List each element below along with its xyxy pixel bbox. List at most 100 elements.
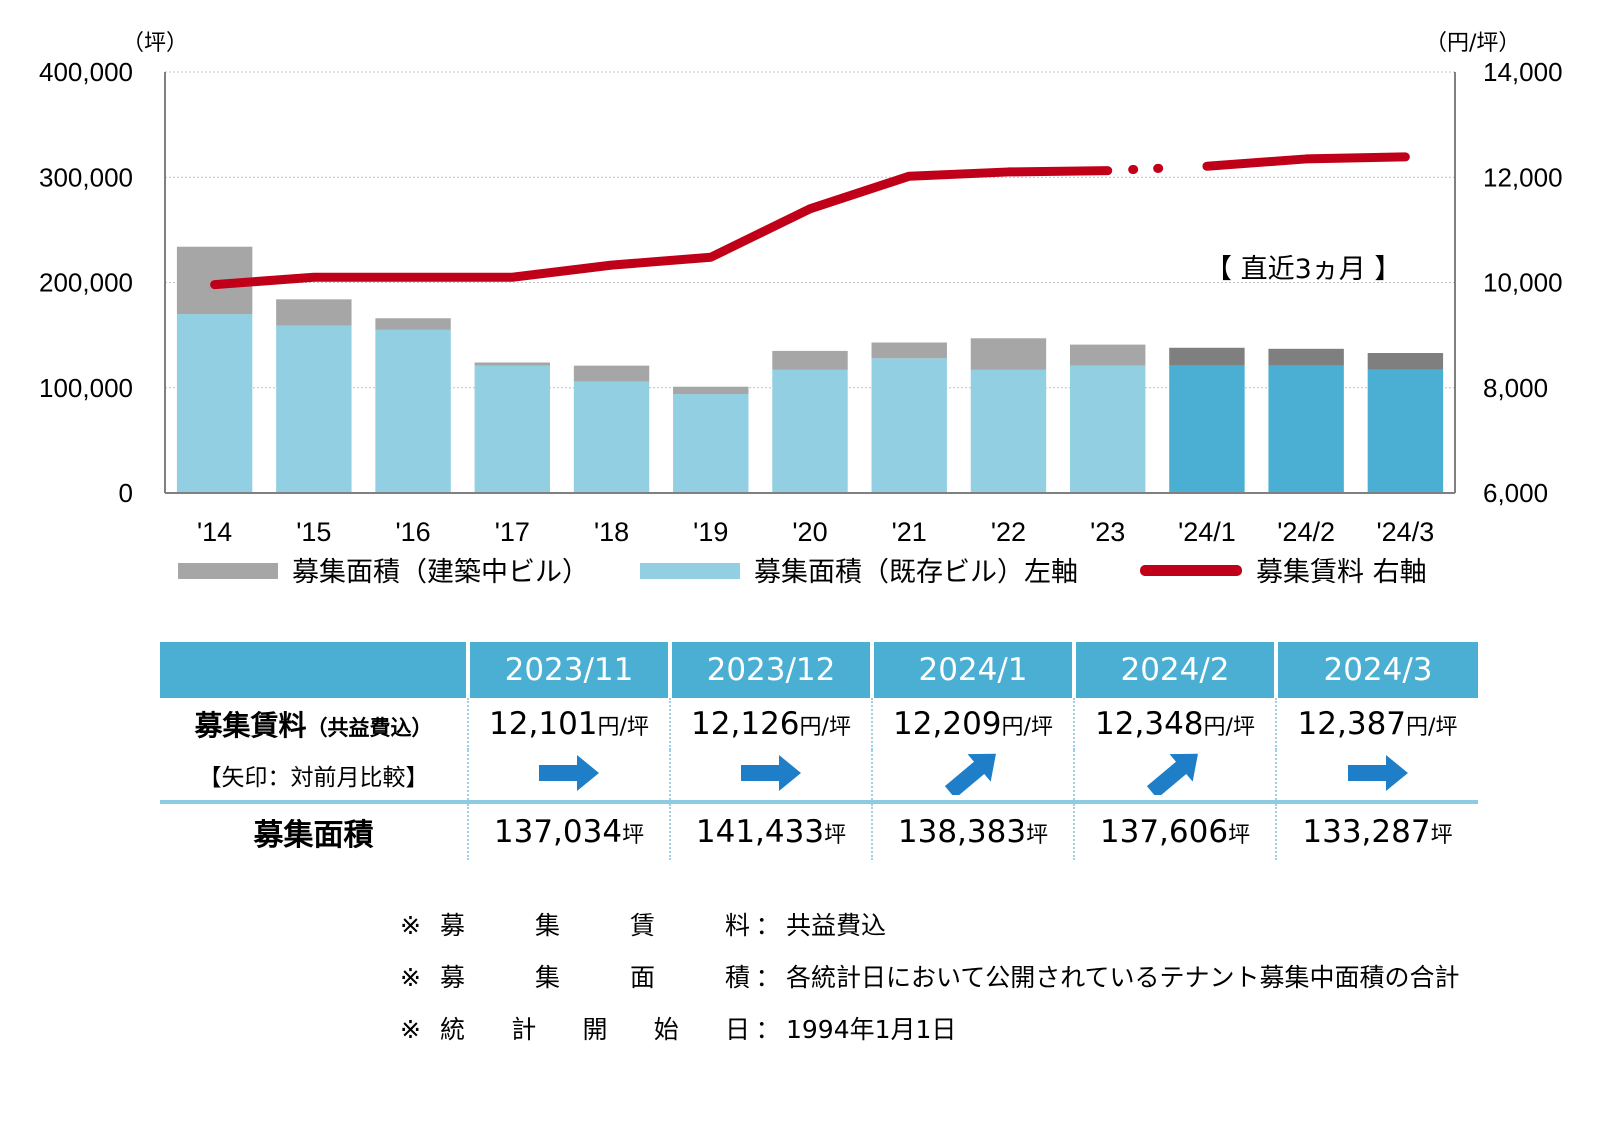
header-month: 2024/2 bbox=[1074, 642, 1278, 698]
area-value-cell: 141,433坪 bbox=[669, 800, 872, 860]
rent-line bbox=[210, 152, 1410, 290]
rent-value-cell: 12,348円/坪 bbox=[1073, 698, 1276, 750]
rent-line-recent bbox=[1202, 152, 1410, 171]
table-header-row: 2023/11 2023/12 2024/1 2024/2 2024/3 bbox=[160, 642, 1478, 698]
area-value-cell: 133,287坪 bbox=[1275, 800, 1478, 860]
note-key-char: 賃 bbox=[629, 911, 655, 940]
left-tick-label: 200,000 bbox=[39, 268, 133, 298]
note-key-char: 料 bbox=[724, 911, 750, 940]
rent-row: 募集賃料（共益費込） 12,101円/坪 12,126円/坪 12,209円/坪… bbox=[160, 698, 1478, 750]
area-unit: 坪 bbox=[824, 823, 847, 848]
note-separator: ： bbox=[755, 1015, 781, 1044]
note-key-char: 積 bbox=[724, 963, 750, 992]
bar-existing bbox=[772, 369, 848, 493]
bar-construction bbox=[375, 318, 451, 330]
area-label-cell: 募集面積 bbox=[160, 800, 468, 860]
bar-construction bbox=[673, 386, 749, 395]
bar-construction bbox=[474, 362, 551, 366]
header-month: 2023/12 bbox=[670, 642, 874, 698]
rent-value-cell: 12,387円/坪 bbox=[1275, 698, 1478, 750]
bar-construction bbox=[573, 365, 650, 382]
legend-swatch bbox=[178, 563, 278, 579]
rent-unit: 円/坪 bbox=[1001, 715, 1053, 740]
right-tick-label: 12,000 bbox=[1483, 162, 1563, 192]
x-tick-label: '24/1 bbox=[1178, 517, 1236, 547]
note-key: 募集賃料 bbox=[440, 900, 750, 952]
note-key: 募集面積 bbox=[440, 952, 750, 1004]
note-row: ※ 募 集 賃 料：共益費込 bbox=[400, 900, 1460, 952]
arrow-shape bbox=[944, 753, 996, 799]
note-key-char: 面 bbox=[629, 963, 655, 992]
arrow-cell bbox=[871, 750, 1074, 802]
rent-unit: 円/坪 bbox=[799, 715, 851, 740]
x-tick-label: '22 bbox=[991, 517, 1026, 547]
note-mark: ※ bbox=[400, 911, 421, 940]
arrow-cell bbox=[467, 750, 670, 802]
arrow-shape bbox=[741, 755, 801, 791]
x-tick-label: '23 bbox=[1090, 517, 1125, 547]
legend-label: 募集面積（建築中ビル） bbox=[292, 557, 589, 588]
arrow-cell bbox=[1073, 750, 1276, 802]
note-row: ※ 統 計 開 始 日： 1994年1月1日 bbox=[400, 1004, 1460, 1056]
header-month: 2024/1 bbox=[872, 642, 1076, 698]
left-tick-label: 400,000 bbox=[39, 57, 133, 87]
arrow-shape bbox=[1146, 753, 1198, 799]
area-label: 募集面積 bbox=[253, 818, 374, 853]
rent-label-cell: 募集賃料（共益費込） bbox=[160, 698, 468, 750]
arrow-right-icon bbox=[537, 751, 601, 799]
rent-value-cell: 12,126円/坪 bbox=[669, 698, 872, 750]
note-key-char: 計 bbox=[511, 1015, 537, 1044]
rent-value: 12,209 bbox=[893, 706, 1002, 742]
area-value-cell: 137,606坪 bbox=[1073, 800, 1276, 860]
left-tick-label: 300,000 bbox=[39, 162, 133, 192]
area-unit: 坪 bbox=[1228, 823, 1251, 848]
x-tick-label: '21 bbox=[892, 517, 927, 547]
rent-value-cell: 12,101円/坪 bbox=[467, 698, 670, 750]
area-value: 137,606 bbox=[1099, 814, 1229, 850]
note-row: ※ 募 集 面 積：各統計日において公開されているテナント募集中面積の合計 bbox=[400, 952, 1460, 1004]
rent-unit: 円/坪 bbox=[597, 715, 649, 740]
rent-line-gap bbox=[1128, 162, 1187, 175]
arrow-shape bbox=[539, 755, 599, 791]
rent-value: 12,126 bbox=[691, 706, 800, 742]
arrow-up-right-icon bbox=[1143, 751, 1207, 799]
chart: 0 100,000 200,000 300,000 400,000 6,000 8,000 1… bbox=[39, 31, 1563, 588]
x-tick-label: '15 bbox=[296, 517, 331, 547]
x-tick-label: '24/3 bbox=[1377, 517, 1435, 547]
legend-swatch bbox=[640, 563, 740, 579]
area-unit: 坪 bbox=[1430, 823, 1453, 848]
bar-existing bbox=[573, 381, 650, 493]
x-tick-label: '16 bbox=[395, 517, 430, 547]
note-text: 1994年1月1日 bbox=[786, 1015, 957, 1044]
summary-table: 2023/11 2023/12 2024/1 2024/2 2024/3 募集賃… bbox=[160, 642, 1478, 860]
x-tick-label: '24/2 bbox=[1277, 517, 1335, 547]
note-key-char: 募 bbox=[440, 963, 466, 992]
note-mark: ※ bbox=[400, 963, 421, 992]
bar-construction bbox=[1268, 348, 1344, 366]
rent-label-sub: （共益費込） bbox=[306, 716, 433, 740]
note-key-char: 始 bbox=[653, 1015, 679, 1044]
note-separator: ： bbox=[755, 963, 781, 992]
note-key: 統計開始日 bbox=[440, 1004, 750, 1056]
note-text: 各統計日において公開されているテナント募集中面積の合計 bbox=[786, 963, 1460, 992]
note-key-char: 集 bbox=[534, 963, 560, 992]
arrow-shape bbox=[1347, 755, 1408, 791]
area-unit: 坪 bbox=[622, 823, 645, 848]
area-value: 141,433 bbox=[695, 814, 825, 850]
header-month: 2023/11 bbox=[468, 642, 672, 698]
rent-unit: 円/坪 bbox=[1203, 715, 1255, 740]
right-tick-label: 6,000 bbox=[1483, 478, 1548, 508]
rent-unit: 円/坪 bbox=[1406, 715, 1458, 740]
arrow-right-icon bbox=[1346, 751, 1410, 799]
area-value: 137,034 bbox=[493, 814, 623, 850]
left-tick-label: 100,000 bbox=[39, 373, 133, 403]
bar-construction bbox=[1367, 353, 1444, 370]
rent-value-cell: 12,209円/坪 bbox=[871, 698, 1074, 750]
arrow-row: 【矢印：対前月比較】 bbox=[160, 750, 1478, 802]
bar-existing bbox=[1268, 365, 1344, 493]
note-text: 共益費込 bbox=[786, 911, 887, 940]
area-value: 138,383 bbox=[897, 814, 1027, 850]
note-key-char: 開 bbox=[582, 1015, 608, 1044]
arrow-cell bbox=[1275, 750, 1478, 802]
note-mark: ※ bbox=[400, 1015, 421, 1044]
